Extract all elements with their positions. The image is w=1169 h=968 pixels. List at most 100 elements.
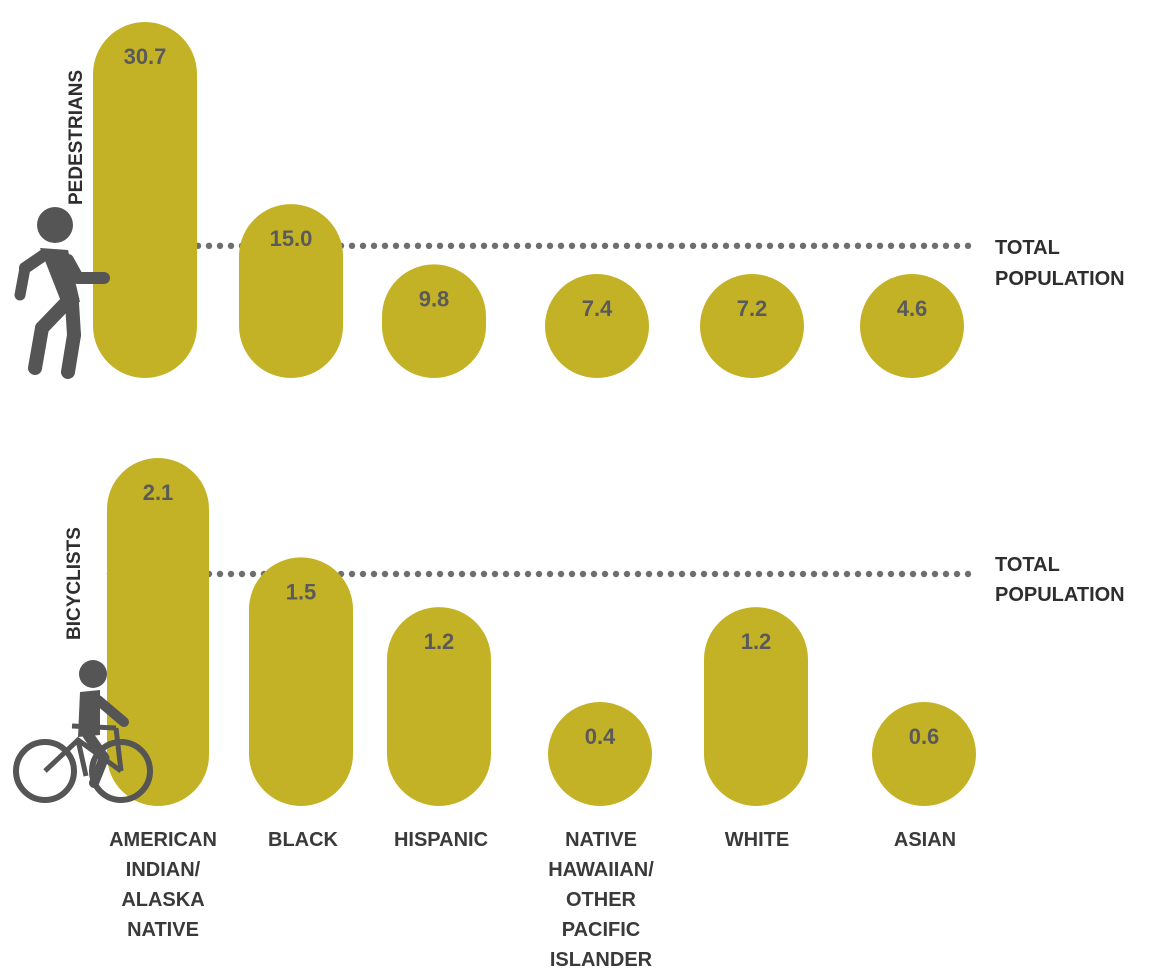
reference-dot [436,242,444,249]
reference-dot [216,242,224,249]
reference-dot [579,570,587,578]
reference-dot [524,242,532,249]
bike-value-label-1: 1.5 [286,579,317,604]
category-label-5-line-0: ASIAN [894,829,956,851]
reference-dot [348,242,356,249]
reference-dot [238,570,246,578]
bike-value-label-4: 1.2 [741,629,772,654]
reference-dot [370,570,378,578]
reference-dot [458,570,466,578]
reference-dot [733,242,741,249]
bike-bar-1 [249,557,353,806]
reference-dot [766,570,774,578]
reference-dot [942,570,950,578]
reference-dot [535,242,543,249]
ped-reference-label-line1: TOTAL [995,237,1060,259]
reference-dot [370,242,378,249]
reference-dot [634,242,642,249]
reference-dot [799,570,807,578]
ped-value-label-4: 7.2 [737,296,768,321]
category-label-3-line-0: NATIVE [565,829,637,851]
reference-dot [689,570,697,578]
reference-dot [645,242,653,249]
reference-dot [887,570,895,578]
reference-dot [403,570,411,578]
reference-dot [447,242,455,249]
reference-dot [920,570,928,578]
reference-dot [469,242,477,249]
bike-value-label-2: 1.2 [424,629,455,654]
category-label-3-line-2: OTHER [566,889,637,911]
reference-dot [722,570,730,578]
bike-reference-label-line2: POPULATION [995,584,1125,606]
ped-value-label-1: 15.0 [270,226,313,251]
reference-dot [414,242,422,249]
reference-dot [414,570,422,578]
reference-dot [964,570,972,578]
reference-dot [491,570,499,578]
bicyclists-label: BICYCLISTS [64,527,85,640]
reference-dot [458,242,466,249]
reference-dot [788,242,796,249]
reference-dot [513,242,521,249]
reference-dot [711,242,719,249]
reference-dot [755,242,763,249]
reference-dot [502,570,510,578]
reference-dot [601,242,609,249]
ped-value-label-3: 7.4 [582,296,613,321]
reference-dot [667,242,675,249]
category-label-4-line-0: WHITE [725,829,789,851]
reference-dot [546,570,554,578]
reference-dot [909,242,917,249]
bike-bar-0 [107,458,209,806]
reference-dot [832,242,840,249]
reference-dot [513,570,521,578]
reference-dot [436,570,444,578]
category-label-0-line-2: ALASKA [121,889,204,911]
reference-dot [227,242,235,249]
reference-dot [678,242,686,249]
bike-bar-2 [387,607,491,806]
reference-dot [953,570,961,578]
category-label-0-line-1: INDIAN/ [126,859,201,881]
reference-dot [821,570,829,578]
reference-dot [502,242,510,249]
bike-value-label-3: 0.4 [585,724,616,749]
reference-dot [634,570,642,578]
reference-dot [865,570,873,578]
reference-dot [931,570,939,578]
reference-dot [205,242,213,249]
category-label-2-line-0: HISPANIC [394,829,488,851]
reference-dot [381,570,389,578]
reference-dot [656,242,664,249]
category-label-0-line-0: AMERICAN [109,829,217,851]
reference-dot [788,570,796,578]
bike-total-population-line [106,570,972,578]
reference-dot [392,242,400,249]
ped-value-label-0: 30.7 [124,44,167,69]
reference-dot [777,570,785,578]
reference-dot [249,570,257,578]
reference-dot [359,242,367,249]
reference-dot [667,570,675,578]
bicyclists-panel: 2.1 1.5 1.2 0.4 1.2 0.6 [106,458,976,806]
pedestrians-panel: 30.7 15.0 9.8 7.4 7.2 4.6 [93,22,972,378]
reference-dot [623,242,631,249]
reference-dot [854,570,862,578]
reference-dot [480,242,488,249]
reference-dot [777,242,785,249]
reference-dot [568,570,576,578]
reference-dot [216,570,224,578]
reference-dot [865,242,873,249]
ped-bar-4 [700,274,804,378]
ped-bar-5 [860,274,964,378]
reference-dot [700,242,708,249]
reference-dot [843,570,851,578]
reference-dot [821,242,829,249]
category-label-0-line-3: NATIVE [127,919,199,941]
bike-value-label-0: 2.1 [143,480,174,505]
reference-dot [568,242,576,249]
reference-dot [612,242,620,249]
pedestrian-icon [14,207,110,379]
